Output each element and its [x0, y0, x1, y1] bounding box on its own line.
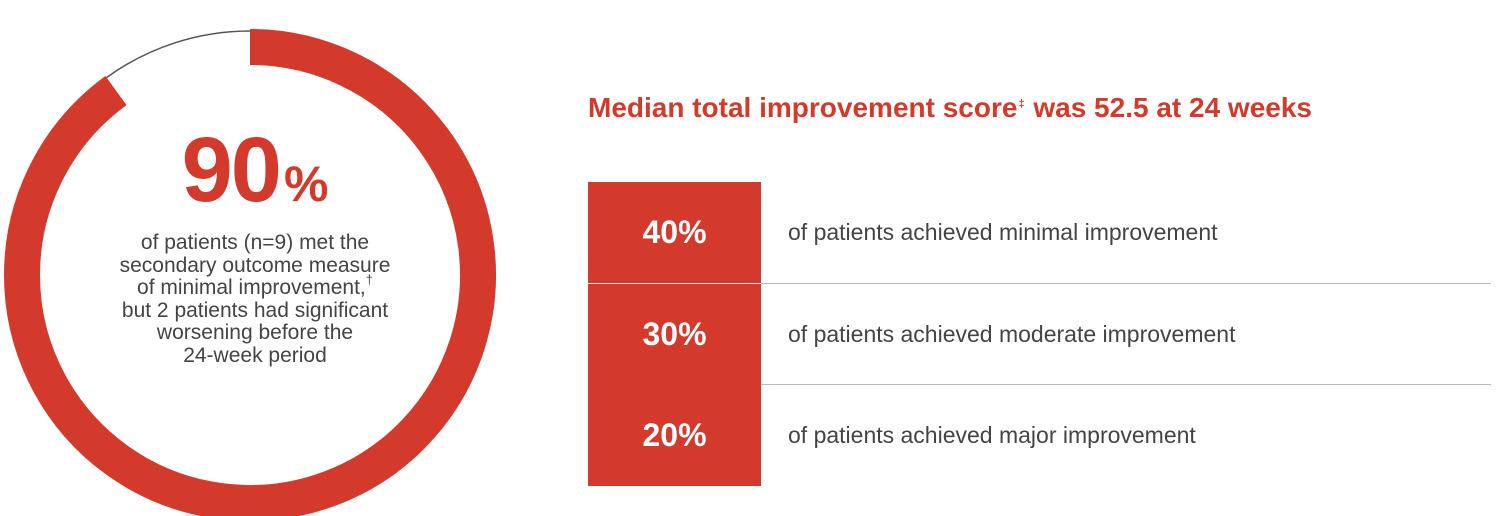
improvement-description: of patients achieved minimal improvement [788, 219, 1218, 245]
donut-description-line: secondary outcome measure [119, 253, 391, 277]
donut-description: of patients (n=9) met the secondary outc… [60, 231, 450, 367]
improvement-percent-label: 20% [588, 385, 761, 486]
headline-text: Median total improvement score [588, 92, 1018, 123]
headline: Median total improvement score‡ was 52.5… [588, 92, 1312, 124]
donut-track [106, 30, 251, 79]
donut-description-line: of patients (n=9) met the [140, 231, 370, 254]
double-dagger-footnote-mark: ‡ [1018, 98, 1025, 110]
improvement-description: of patients achieved moderate improvemen… [788, 321, 1236, 347]
donut-chart [4, 29, 496, 516]
row-divider [761, 283, 1491, 284]
big-stat-number: 90 [181, 119, 282, 221]
donut-description-line: but 2 patients had significant [121, 298, 389, 322]
improvement-row: 30% of patients achieved moderate improv… [588, 284, 1491, 385]
donut-filled-arc [4, 29, 496, 516]
improvement-description: of patients achieved major improvement [788, 422, 1196, 448]
row-divider [761, 384, 1491, 385]
donut-description-line-with-mark: of minimal improvement,† [60, 273, 450, 300]
donut-description-line: worsening before the [156, 321, 354, 344]
improvement-percent-label: 40% [588, 182, 761, 283]
donut-description-line: of minimal improvement, [137, 276, 366, 299]
improvement-row: 40% of patients achieved minimal improve… [588, 182, 1491, 283]
improvement-row: 20% of patients achieved major improveme… [588, 385, 1491, 486]
improvement-percent-label: 30% [588, 284, 761, 385]
big-stat: 90% [60, 124, 450, 216]
headline-text-end: was 52.5 at 24 weeks [1025, 92, 1312, 123]
donut-description-line: 24-week period [183, 343, 327, 367]
big-stat-unit: % [283, 156, 329, 212]
dagger-footnote-mark: † [365, 272, 373, 287]
